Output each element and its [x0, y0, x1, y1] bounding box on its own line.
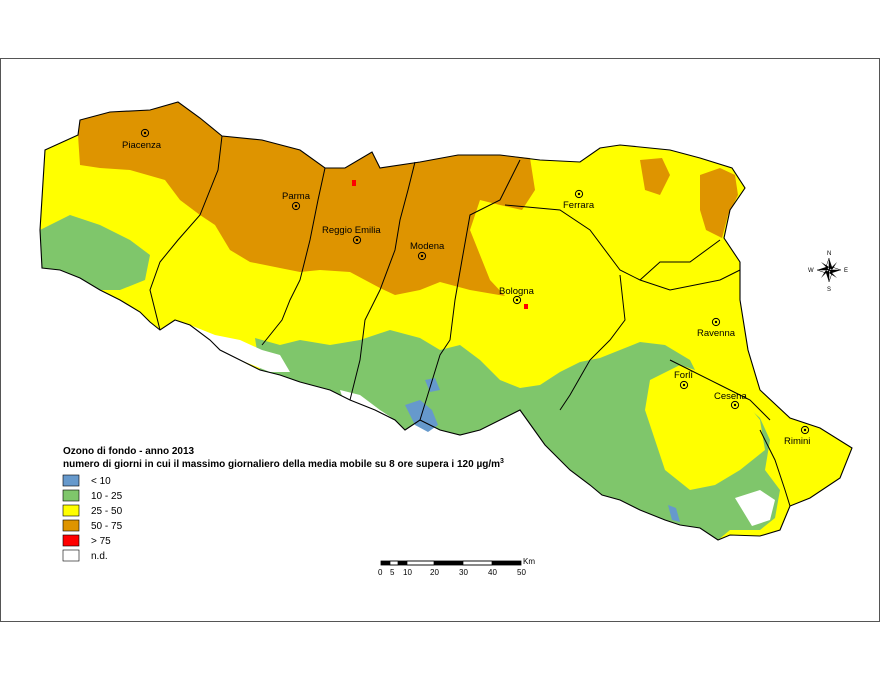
region-boundary	[39, 101, 853, 541]
legend-label: 50 - 75	[91, 521, 123, 532]
legend-swatch	[62, 489, 80, 502]
compass-n: N	[827, 251, 831, 257]
zone-nd-southeast	[735, 490, 775, 526]
legend-item: < 10	[62, 474, 111, 487]
city-markers: Piacenza Parma Reggio Emilia Modena Bolo…	[122, 128, 810, 447]
zone-orange-west	[78, 102, 535, 296]
legend-swatch	[62, 504, 80, 517]
scale-tick-40: 40	[488, 568, 497, 577]
zone-green-hills	[255, 330, 780, 540]
svg-text:Cesena: Cesena	[714, 391, 747, 402]
svg-text:Parma: Parma	[282, 191, 311, 202]
legend-label: < 10	[91, 476, 111, 487]
zone-yellow-forli	[645, 365, 765, 490]
city-modena[interactable]: Modena	[410, 241, 445, 261]
svg-text:Bologna: Bologna	[499, 286, 535, 297]
svg-text:Modena: Modena	[410, 241, 445, 252]
scale-unit: Km	[523, 557, 535, 566]
city-reggio-emilia[interactable]: Reggio Emilia	[322, 225, 381, 245]
scale-tick-10: 10	[403, 568, 412, 577]
legend-item: > 75	[62, 534, 111, 547]
zone-blue-patch-2	[425, 378, 440, 392]
compass-e: E	[844, 268, 848, 274]
city-piacenza[interactable]: Piacenza	[122, 128, 162, 151]
legend-swatch	[62, 474, 80, 487]
legend-item: 50 - 75	[62, 519, 123, 532]
legend-item: n.d.	[62, 549, 108, 562]
city-bologna[interactable]: Bologna	[499, 286, 535, 305]
map-frame	[0, 58, 880, 622]
legend-item: 10 - 25	[62, 489, 123, 502]
legend-label: 10 - 25	[91, 491, 123, 502]
city-parma[interactable]: Parma	[282, 191, 311, 211]
scale-tick-5: 5	[390, 568, 395, 577]
city-forli[interactable]: Forlì	[674, 370, 693, 390]
legend-swatch	[62, 549, 80, 562]
legend-label: 25 - 50	[91, 506, 123, 517]
zone-orange-coast	[700, 168, 738, 238]
svg-text:Ravenna: Ravenna	[697, 328, 736, 339]
zone-nd-west	[190, 325, 290, 372]
legend-label: > 75	[91, 536, 111, 547]
legend-title-line1: Ozono di fondo - anno 2013	[63, 446, 195, 457]
city-cesena[interactable]: Cesena	[714, 391, 747, 410]
legend-item: 25 - 50	[62, 504, 123, 517]
scale-bar: Km 0 5 10 20 30 40 50	[378, 557, 535, 577]
compass-w: W	[808, 268, 814, 274]
city-ferrara[interactable]: Ferrara	[563, 189, 595, 211]
scale-tick-0: 0	[378, 568, 383, 577]
scale-tick-20: 20	[430, 568, 439, 577]
legend-title-line2: numero di giorni in cui il massimo giorn…	[63, 458, 504, 470]
scale-tick-30: 30	[459, 568, 468, 577]
svg-text:Piacenza: Piacenza	[122, 140, 162, 151]
svg-text:Rimini: Rimini	[784, 436, 810, 447]
svg-text:Reggio Emilia: Reggio Emilia	[322, 225, 381, 236]
province-boundaries	[149, 135, 791, 507]
city-ravenna[interactable]: Ravenna	[697, 317, 736, 339]
legend: Ozono di fondo - anno 2013 numero di gio…	[62, 446, 504, 562]
compass-rose-icon: N S E W	[808, 251, 848, 293]
zone-nd-center	[340, 390, 395, 430]
zone-blue-patch-3	[668, 505, 680, 522]
compass-s: S	[827, 287, 831, 293]
legend-swatch	[62, 519, 80, 532]
svg-text:Forlì: Forlì	[674, 370, 693, 381]
legend-label: n.d.	[91, 551, 108, 562]
legend-swatch	[62, 534, 80, 547]
zone-orange-delta	[640, 158, 670, 195]
scale-tick-50: 50	[517, 568, 526, 577]
zone-green-west	[40, 215, 150, 290]
zone-red-bologna	[524, 304, 528, 309]
city-rimini[interactable]: Rimini	[784, 425, 810, 447]
svg-text:Ferrara: Ferrara	[563, 200, 595, 211]
zone-red-reggio	[352, 180, 356, 186]
